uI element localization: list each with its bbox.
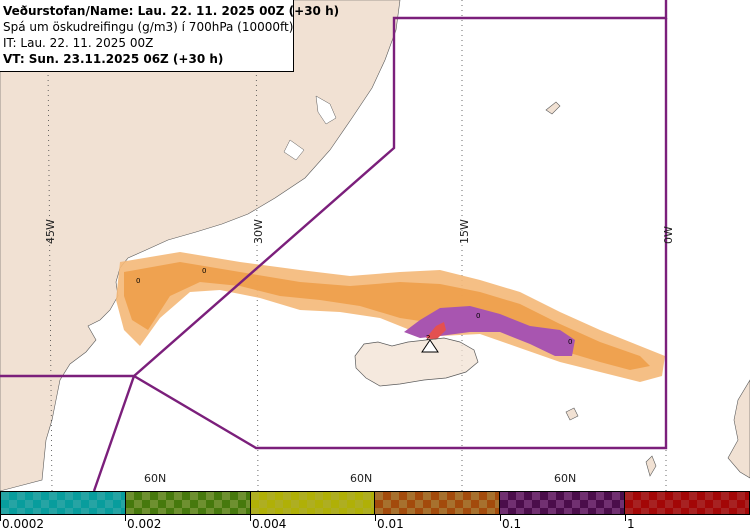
faroe-islands: [565, 407, 579, 421]
greenland-fjord-2: [283, 139, 305, 161]
shetland-islands: [645, 455, 657, 477]
ash-plume-mid: [124, 262, 650, 370]
legend-swatch: [375, 491, 501, 515]
valid-time: VT: Sun. 23.11.2025 06Z (+30 h): [3, 52, 224, 66]
legend-swatch: [250, 491, 376, 515]
producer-line: Veðurstofan/Name: Lau. 22. 11. 2025 00Z …: [3, 4, 340, 18]
ash-plume-peak: [426, 322, 446, 340]
volcano-marker-icon: [421, 339, 439, 353]
legend-label: 0.002: [127, 517, 162, 531]
longitude-label: 30W: [252, 219, 265, 244]
greenland-landmass: [0, 0, 401, 492]
contour-label: 0: [202, 267, 206, 275]
legend-swatch: [125, 491, 251, 515]
ash-plume-high: [404, 306, 575, 356]
longitude-label: 0W: [662, 226, 675, 244]
legend-tick: [0, 515, 1, 521]
latitude-label: 60N: [144, 472, 166, 485]
longitude-label: 15W: [458, 219, 471, 244]
contour-label: 0: [568, 338, 572, 346]
legend-label: 0.004: [252, 517, 287, 531]
legend-label: 0.01: [377, 517, 404, 531]
product-description: Spá um öskudreifingu (g/m3) í 700hPa (10…: [3, 20, 294, 34]
jan-mayen-island: [545, 101, 561, 115]
legend-tick: [500, 515, 501, 521]
legend-label: 0.1: [502, 517, 522, 531]
concentration-legend: 0.0002 0.002 0.004 0.01 0.1 1: [0, 491, 750, 532]
longitude-label: 45W: [44, 219, 57, 244]
legend-swatch: [500, 491, 626, 515]
legend-tick: [125, 515, 126, 521]
legend-swatch: [0, 491, 126, 515]
legend-swatch: [625, 491, 750, 515]
latitude-label: 60N: [554, 472, 576, 485]
legend-tick: [250, 515, 251, 521]
forecast-info-box: Veðurstofan/Name: Lau. 22. 11. 2025 00Z …: [0, 0, 340, 72]
norway-coast: [727, 379, 750, 479]
contour-label: 0: [136, 277, 140, 285]
legend-color-bar: [0, 491, 750, 515]
contour-label: 0: [476, 312, 480, 320]
contour-label: 2: [426, 334, 430, 342]
fir-boundary: [0, 0, 668, 492]
latitude-label: 60N: [350, 472, 372, 485]
greenland-fjord: [315, 95, 337, 125]
legend-label: 0.0002: [2, 517, 44, 531]
legend-label: 1: [627, 517, 635, 531]
initial-time: IT: Lau. 22. 11. 2025 00Z: [3, 36, 154, 50]
legend-tick: [375, 515, 376, 521]
iceland-landmass: [354, 337, 479, 387]
ash-plume: [116, 252, 665, 382]
legend-tick: [625, 515, 626, 521]
